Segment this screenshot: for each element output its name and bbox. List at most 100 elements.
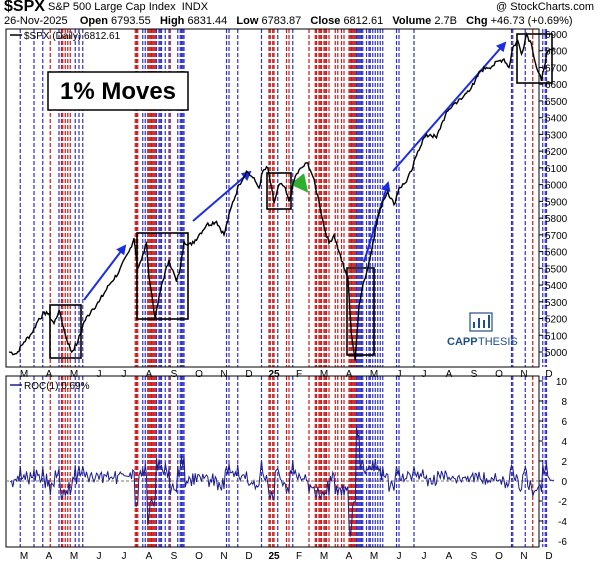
month-label-bottom: A — [46, 551, 53, 562]
price-tick-label: 6600 — [545, 80, 568, 91]
price-tick-label: 6000 — [545, 181, 568, 192]
roc-tick-label: 0 — [561, 477, 567, 488]
month-label-top: J — [122, 369, 127, 380]
green-arrow — [289, 173, 309, 193]
roc-tick-label: -2 — [558, 497, 567, 508]
low-value: 6783.87 — [261, 15, 302, 27]
month-label-top: A — [346, 369, 353, 380]
roc-tick-label: 6 — [561, 417, 567, 428]
highlight-box-nov25 — [516, 33, 553, 84]
month-label-bottom: D — [245, 551, 252, 562]
roc-x-axis: M A M J J A S O N D 25 F M A M J J A S O N D — [20, 551, 553, 562]
trend-arrow-3 — [363, 181, 391, 263]
ohlc-summary: 26-Nov-2025 Open 6793.55 High 6831.44 Lo… — [4, 15, 573, 27]
index-full-name: S&P 500 Large Cap Index — [48, 1, 176, 13]
trend-arrow-4 — [392, 41, 507, 172]
price-y-axis: 5000 5100 5200 5300 5400 5500 5600 5700 5800 5900… — [539, 30, 568, 359]
month-label-top: F — [296, 369, 302, 380]
trend-arrow-2 — [192, 170, 252, 222]
month-label-bottom: F — [296, 551, 302, 562]
price-tick-label: 5900 — [545, 197, 568, 208]
month-label-bottom: S — [471, 551, 478, 562]
month-label-top: M — [320, 369, 328, 380]
month-label-top: D — [545, 369, 552, 380]
price-tick-label: 5300 — [545, 298, 568, 309]
price-tick-label: 6700 — [545, 63, 568, 74]
month-label-bottom: S — [171, 551, 178, 562]
month-label-top: A — [146, 369, 153, 380]
month-label-bottom: J — [122, 551, 127, 562]
price-tick-label: 6300 — [545, 130, 568, 141]
logo-text-thesis: THESIS — [478, 336, 518, 348]
price-tick-label: 5200 — [545, 315, 568, 326]
title-box — [47, 71, 189, 111]
roc-legend: ROC(1) 0.69% — [10, 381, 90, 392]
low-label: Low — [236, 15, 259, 27]
month-label-bottom: N — [220, 551, 227, 562]
volume-value: 2.7B — [434, 15, 457, 27]
close-value: 6812.61 — [343, 15, 384, 27]
month-label-top: N — [220, 369, 227, 380]
roc-tick-label: 8 — [561, 397, 567, 408]
month-label-top: J — [97, 369, 102, 380]
price-tick-label: 5700 — [545, 231, 568, 242]
month-label-top: 25 — [268, 369, 280, 380]
month-label-bottom: A — [146, 551, 153, 562]
chg-label: Chg — [466, 15, 488, 27]
price-tick-label: 6500 — [545, 97, 568, 108]
open-label: Open — [79, 15, 108, 27]
month-label-bottom: M — [320, 551, 328, 562]
price-legend: $SPX (Daily) 6812.61 — [10, 31, 121, 42]
open-value: 6793.55 — [111, 15, 151, 27]
stockcharts-credit[interactable]: @ StockCharts.com — [496, 1, 594, 13]
highlight-box-apr25 — [346, 267, 375, 356]
month-label-bottom: D — [545, 551, 552, 562]
capp-thesis-logo: CAPP THESIS — [447, 312, 518, 348]
roc-tick-label: 2 — [561, 457, 567, 468]
roc-legend-label: ROC(1) 0.69% — [24, 381, 90, 392]
high-value: 6831.44 — [187, 15, 228, 27]
roc-tick-label: -6 — [558, 537, 567, 548]
month-label-top: M — [70, 369, 78, 380]
month-label-top: S — [471, 369, 478, 380]
month-label-bottom: A — [346, 551, 353, 562]
title-box-text: 1% Moves — [60, 78, 176, 105]
roc-tick-label: -4 — [558, 517, 567, 528]
price-tick-label: 5100 — [545, 331, 568, 342]
month-label-bottom: J — [397, 551, 402, 562]
date-label: 26-Nov-2025 — [4, 15, 68, 27]
chg-value: +46.73 (+0.69%) — [490, 15, 573, 27]
month-label-bottom: M — [370, 551, 378, 562]
month-label-bottom: M — [20, 551, 28, 562]
price-tick-label: 6400 — [545, 114, 568, 125]
volume-label: Volume — [392, 15, 432, 27]
logo-text-capp: CAPP — [447, 336, 478, 348]
month-label-top: N — [520, 369, 527, 380]
month-label-bottom: N — [520, 551, 527, 562]
price-tick-label: 5500 — [545, 264, 568, 275]
highlight-box-aug24 — [136, 232, 189, 320]
month-label-top: M — [20, 369, 28, 380]
price-tick-label: 5000 — [545, 348, 568, 359]
price-x-axis: M A M J J A S O N D 25 F M A M J J A S O N D — [20, 369, 553, 380]
month-label-top: J — [422, 369, 427, 380]
price-tick-label: 6100 — [545, 164, 568, 175]
month-label-bottom: 25 — [268, 551, 280, 562]
roc-tick-label: 4 — [561, 437, 567, 448]
price-tick-label: 6800 — [545, 47, 568, 58]
month-label-bottom: O — [495, 551, 503, 562]
month-label-top: A — [446, 369, 453, 380]
price-legend-label: $SPX (Daily) 6812.61 — [24, 31, 121, 42]
price-tick-label: 5400 — [545, 281, 568, 292]
price-tick-label: 5600 — [545, 248, 568, 259]
month-label-bottom: J — [97, 551, 102, 562]
month-label-bottom: M — [70, 551, 78, 562]
price-tick-label: 5800 — [545, 214, 568, 225]
month-label-top: J — [397, 369, 402, 380]
roc-y-axis: -6 -4 -2 0 2 4 6 8 10 — [539, 377, 567, 548]
month-label-top: D — [245, 369, 252, 380]
month-label-top: O — [495, 369, 503, 380]
symbol-title: $SPX — [4, 0, 45, 15]
roc-series-line — [9, 427, 555, 537]
